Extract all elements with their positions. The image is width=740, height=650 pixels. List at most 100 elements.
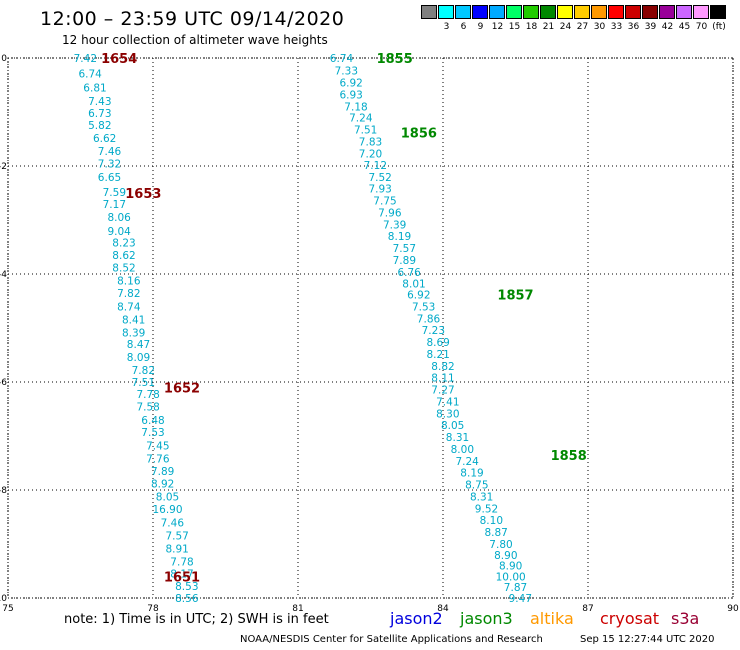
legend-item-altika: altika: [530, 609, 574, 628]
swh-value: 7.42: [74, 53, 97, 65]
scale-label: 42: [661, 22, 674, 32]
swh-value: 6.93: [339, 90, 362, 102]
scale-swatch: [693, 5, 709, 19]
swh-value: 8.53: [175, 581, 198, 593]
swh-value: 8.92: [151, 479, 174, 491]
swh-value: 8.16: [117, 275, 141, 287]
swh-value: 8.05: [441, 420, 464, 432]
swh-value: 7.12: [364, 160, 387, 172]
map-title: 12:00 – 23:59 UTC 09/14/2020: [40, 8, 345, 30]
swh-value: 8.56: [175, 593, 199, 605]
swh-value: 7.76: [146, 454, 170, 466]
swh-value: 7.96: [378, 207, 402, 219]
swh-value: 8.31: [470, 491, 493, 503]
swh-value: 7.46: [98, 146, 122, 158]
swh-value: 6.62: [93, 133, 116, 145]
swh-value: 7.33: [335, 65, 358, 77]
swh-value: 7.75: [373, 196, 396, 208]
scale-label: 27: [576, 22, 589, 32]
swh-value: 8.69: [426, 337, 449, 349]
scale-label: 3: [443, 22, 450, 32]
swh-value: 9.04: [107, 226, 131, 238]
swh-value: 16.90: [152, 504, 182, 516]
scale-label: 24: [559, 22, 572, 32]
swh-value: 7.20: [359, 149, 382, 161]
swh-value: 6.74: [78, 69, 102, 81]
scale-label: 15: [508, 22, 521, 32]
swh-value: 8.21: [426, 349, 449, 361]
swh-value: 7.45: [146, 441, 169, 453]
pass-number-label: 1651: [164, 570, 200, 585]
lon-tick-label: 78: [147, 604, 159, 614]
map-subtitle: 12 hour collection of altimeter wave hei…: [62, 33, 328, 47]
swh-value: 9.52: [475, 503, 498, 515]
swh-value: 7.24: [455, 456, 479, 468]
swh-value: 7.78: [170, 556, 193, 568]
pass-number-label: 1858: [551, 449, 587, 464]
legend-item-cryosat: cryosat: [600, 609, 660, 628]
swh-value: 8.30: [436, 408, 459, 420]
swh-value: 8.01: [402, 279, 425, 291]
swh-value: 5.82: [88, 120, 111, 132]
scale-swatch: [523, 5, 539, 19]
lon-tick-label: 81: [292, 604, 303, 614]
swh-value: 8.74: [117, 301, 141, 313]
swh-value: 8.11: [431, 373, 454, 385]
scale-label: 12: [491, 22, 504, 32]
swh-value: 7.24: [349, 112, 373, 124]
swh-value: 7.46: [161, 517, 185, 529]
scale-label: 70: [695, 22, 708, 32]
swh-value: 7.43: [88, 96, 111, 108]
legend-item-jason3: jason3: [460, 609, 513, 628]
scale-swatch: [557, 5, 573, 19]
legend-item-s3a: s3a: [671, 609, 700, 628]
swh-value: 8.19: [388, 231, 411, 243]
scale-swatch: [421, 5, 437, 19]
scale-label: 9: [477, 22, 484, 32]
swh-value: 7.52: [368, 172, 391, 184]
pass-number-label: 1857: [497, 289, 533, 304]
scale-swatch: [710, 5, 726, 19]
swh-value: 10.00: [496, 571, 526, 583]
swh-value: 6.92: [407, 290, 430, 302]
swh-value: 7.87: [504, 582, 527, 594]
swh-value: 8.10: [480, 515, 503, 527]
swh-value: 7.93: [368, 184, 391, 196]
generated-timestamp: Sep 15 12:27:44 UTC 2020: [580, 634, 715, 645]
lat-tick-label: -4: [0, 270, 7, 280]
swh-value: 7.58: [136, 401, 159, 413]
scale-label: 30: [593, 22, 606, 32]
swh-value: 6.81: [83, 83, 106, 95]
scale-label: 36: [627, 22, 640, 32]
swh-value: 7.51: [132, 377, 155, 389]
swh-value: 8.91: [165, 543, 188, 555]
scale-unit: (ft): [712, 22, 726, 32]
swh-value: 9.47: [509, 593, 532, 605]
pass-number-label: 1855: [377, 52, 413, 67]
scale-swatch: [574, 5, 590, 19]
scale-label: 6: [460, 22, 467, 32]
lat-tick-label: -8: [0, 486, 7, 496]
lon-tick-label: 90: [727, 604, 739, 614]
lat-tick-label: -2: [0, 162, 7, 172]
scale-label: 18: [525, 22, 538, 32]
scale-label: 33: [610, 22, 623, 32]
swh-value: 7.53: [141, 427, 164, 439]
scale-label: 21: [542, 22, 555, 32]
swh-value: 7.17: [103, 199, 126, 211]
swh-value: 8.62: [112, 250, 135, 262]
swh-value: 7.89: [393, 255, 416, 267]
swh-value: 8.17: [170, 569, 193, 581]
scale-swatch: [676, 5, 692, 19]
swh-value: 7.80: [489, 539, 512, 551]
swh-value: 7.51: [354, 124, 377, 136]
swh-value: 8.87: [484, 527, 507, 539]
pass-number-label: 1654: [101, 52, 137, 67]
swh-value: 7.57: [393, 243, 416, 255]
swh-value: 8.39: [122, 327, 145, 339]
scale-swatch: [455, 5, 471, 19]
scale-swatch: [472, 5, 488, 19]
swh-value: 7.27: [431, 385, 454, 397]
pass-number-label: 1653: [125, 187, 161, 202]
swh-value: 7.57: [165, 530, 188, 542]
